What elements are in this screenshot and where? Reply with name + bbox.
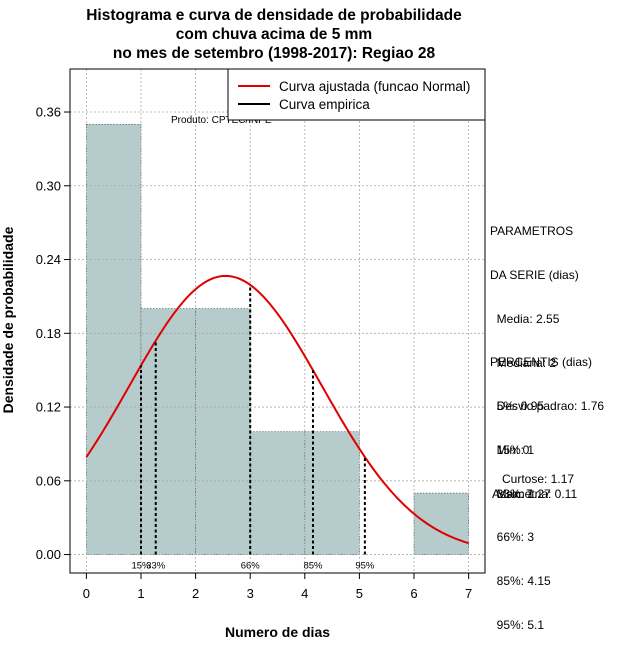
x-tick-label: 1 [137, 586, 144, 601]
percentile-marker-label: 66% [241, 561, 261, 572]
parametros-line: Min: 0 [490, 443, 530, 458]
parametros-line: DA SERIE (dias) [490, 267, 579, 282]
x-tick-label: 2 [192, 586, 199, 601]
parametros-line: PARAMETROS [490, 224, 574, 239]
percentis-line: 5%: 0.95 [490, 398, 545, 413]
x-tick-label: 4 [301, 586, 308, 601]
percentis-line: 33%: 1.27 [490, 486, 551, 501]
x-tick-label: 7 [465, 586, 472, 601]
percentis-line: 15%: 1 [490, 442, 535, 457]
parametros-line: Max: 7 [490, 486, 533, 501]
percentis-line: PERCENTIS (dias) [490, 355, 593, 370]
legend-box [227, 68, 486, 121]
curtose-text: Curtose: 1.17 [502, 472, 575, 486]
parametros-line: Media: 2.55 [490, 311, 560, 326]
y-tick-label: 0.06 [36, 473, 61, 488]
chart-title-line-3: no mes de setembro (1998-2017): Regiao 2… [112, 45, 436, 62]
normal-fit-curve [85, 274, 469, 545]
x-axis-label: Numero de dias [224, 624, 331, 640]
y-tick-label: 0.12 [36, 400, 61, 415]
histogram-bar [195, 308, 251, 555]
x-tick-label: 6 [410, 586, 417, 601]
y-tick-label: 0.30 [36, 178, 61, 193]
legend-label-normal: Curva ajustada (funcao Normal) [279, 79, 470, 94]
assimetria-text: Assimetria: 0.11 [492, 487, 578, 501]
percentile-marker-label: 95% [355, 561, 375, 572]
histogram-bar [249, 431, 306, 555]
x-tick-label: 5 [356, 586, 363, 601]
percentis-panel: PERCENTIS (dias) 5%: 0.95 15%: 1 33%: 1.… [490, 326, 592, 647]
x-tick-label: 3 [247, 586, 254, 601]
y-tick-label: 0.36 [36, 105, 61, 120]
legend-label-empirical: Curva empirica [279, 97, 370, 112]
y-tick-label: 0.24 [36, 252, 61, 267]
y-tick-label: 0.18 [36, 326, 61, 341]
chart-title-line-2: com chuva acima de 5 mm [175, 26, 373, 43]
histogram-bar [86, 124, 142, 555]
y-tick-label: 0.00 [36, 547, 61, 562]
histogram-bar [413, 492, 469, 555]
percentile-marker-label: 15% [131, 561, 151, 572]
parametros-line: Desvio padrao: 1.76 [490, 399, 605, 414]
chart-title-line-1: Histograma e curva de densidade de proba… [86, 7, 462, 24]
parametros-panel: PARAMETROS DA SERIE (dias) Media: 2.55 M… [490, 195, 604, 516]
percentile-marker-label: 33% [146, 561, 166, 572]
percentis-line: 85%: 4.15 [490, 574, 551, 589]
parametros-line: Mediana: 2 [490, 355, 557, 370]
x-tick-label: 0 [83, 586, 90, 601]
histogram-bar [140, 308, 196, 555]
credit-text: Produto: CPTEC/INPE [171, 115, 272, 126]
percentis-line: 66%: 3 [490, 530, 535, 545]
percentis-line: 95%: 5.1 [490, 617, 545, 632]
percentile-marker-label: 85% [303, 561, 323, 572]
